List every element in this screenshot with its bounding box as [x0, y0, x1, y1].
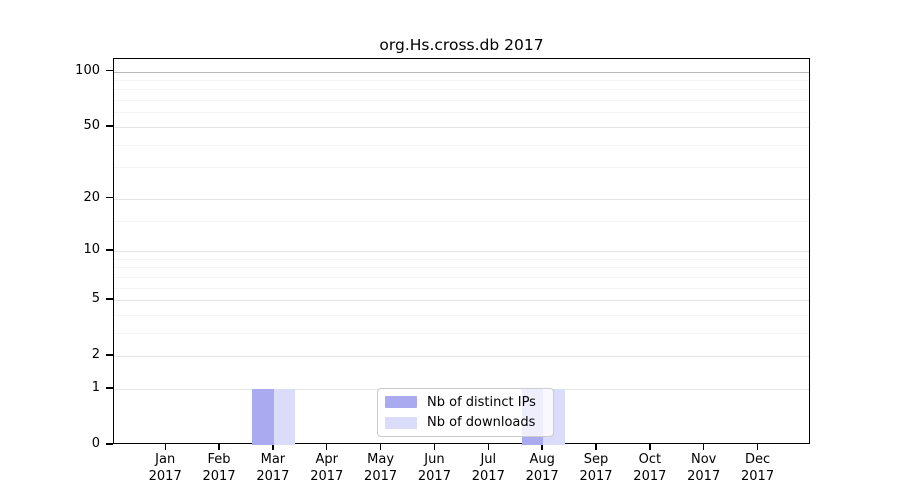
y-tick-label: 50: [83, 117, 100, 133]
legend-swatch-distinct-ips: [385, 396, 417, 409]
y-tick-mark: [106, 354, 113, 356]
x-tick-mark: [326, 444, 328, 450]
y-tick-mark: [106, 443, 113, 445]
x-tick-label-line: 2017: [633, 468, 667, 484]
x-tick-mark: [433, 444, 436, 450]
bar: [273, 388, 296, 445]
x-tick-label-line: 2017: [202, 468, 236, 484]
x-tick-label: Apr 2017: [294, 452, 360, 485]
y-tick-mark: [106, 69, 113, 72]
minor-gridline: [114, 267, 809, 269]
x-tick-mark: [541, 444, 543, 450]
x-tick-mark: [379, 444, 382, 450]
x-tick-label: Jan 2017: [132, 452, 198, 485]
y-tick-mark: [106, 298, 113, 300]
minor-gridline: [114, 80, 809, 82]
major-gridline: [114, 300, 809, 302]
bar-layer: [114, 59, 809, 445]
minor-gridline: [114, 144, 809, 146]
x-tick-label-line: Jun: [424, 452, 445, 467]
x-tick-label: Jul 2017: [455, 452, 521, 485]
chart-title: org.Hs.cross.db 2017: [379, 36, 544, 54]
y-tick-label: 20: [83, 189, 100, 205]
y-tick-label: 2: [91, 347, 100, 363]
major-gridline: [114, 356, 809, 358]
x-tick-label-line: Apr: [315, 452, 339, 467]
x-tick-label-line: Oct: [638, 452, 662, 467]
x-tick-mark: [595, 444, 597, 450]
major-gridline: [114, 250, 809, 252]
x-tick-label-line: 2017: [417, 468, 451, 484]
x-tick-label: May 2017: [348, 452, 414, 485]
minor-gridline: [114, 314, 809, 316]
minor-gridline: [114, 332, 809, 334]
major-gridline: [114, 126, 809, 128]
y-tick-label: 1: [91, 379, 100, 395]
legend: Nb of distinct IPs Nb of downloads: [377, 388, 554, 437]
minor-gridline: [114, 112, 809, 114]
x-tick-label-line: 2017: [687, 468, 721, 484]
x-tick-label-line: Jul: [480, 452, 497, 467]
x-tick-label: Nov 2017: [671, 452, 737, 485]
x-tick-mark: [487, 444, 489, 450]
legend-label-downloads: Nb of downloads: [427, 415, 536, 431]
x-tick-label-line: May: [367, 452, 395, 467]
x-tick-label-line: 2017: [579, 468, 613, 484]
legend-swatch-downloads: [385, 416, 417, 429]
x-tick-label-line: 2017: [471, 468, 505, 484]
x-tick-label-line: Dec: [744, 452, 771, 467]
x-tick-mark: [164, 444, 166, 450]
x-tick-label: Sep 2017: [563, 452, 629, 485]
y-tick-mark: [106, 387, 113, 389]
x-tick-label-line: 2017: [148, 468, 182, 484]
minor-gridline: [114, 258, 809, 260]
x-tick-label: Mar 2017: [240, 452, 306, 485]
major-gridline: [114, 71, 809, 73]
x-tick-label-line: 2017: [741, 468, 775, 484]
y-tick-mark: [106, 249, 113, 251]
legend-item-downloads: Nb of downloads: [385, 415, 553, 430]
x-tick-label-line: Feb: [207, 452, 231, 467]
x-tick-label-line: Aug: [529, 452, 555, 467]
minor-gridline: [114, 276, 809, 278]
legend-label-distinct-ips: Nb of distinct IPs: [427, 394, 536, 410]
x-tick-mark: [649, 444, 651, 450]
minor-gridline: [114, 287, 809, 289]
x-tick-label-line: Mar: [260, 452, 286, 467]
x-tick-label-line: 2017: [256, 468, 290, 484]
x-tick-label-line: 2017: [364, 468, 398, 484]
x-tick-label: Oct 2017: [617, 452, 683, 485]
x-tick-label-line: Jan: [155, 452, 176, 467]
x-tick-label: Aug 2017: [509, 452, 575, 485]
x-tick-label: Dec 2017: [725, 452, 791, 485]
bar: [252, 388, 274, 445]
y-tick-label: 10: [83, 241, 100, 257]
x-tick-label-line: 2017: [310, 468, 344, 484]
x-tick-label: Feb 2017: [186, 452, 252, 485]
minor-gridline: [114, 89, 809, 91]
y-tick-mark: [106, 125, 113, 127]
x-tick-mark: [218, 444, 220, 450]
minor-gridline: [114, 167, 809, 169]
y-tick-label: 100: [75, 62, 100, 78]
x-tick-label-line: Sep: [583, 452, 609, 467]
minor-gridline: [114, 100, 809, 102]
y-tick-label: 0: [91, 436, 100, 451]
x-tick-mark: [703, 444, 705, 450]
x-tick-label-line: Nov: [691, 452, 717, 467]
x-tick-label: Jun 2017: [401, 452, 467, 485]
major-gridline: [114, 198, 809, 200]
x-tick-label-line: 2017: [525, 468, 559, 484]
plot-area: [113, 58, 810, 445]
y-tick-label: 5: [91, 291, 100, 307]
legend-item-distinct-ips: Nb of distinct IPs: [385, 395, 553, 410]
minor-gridline: [114, 220, 809, 222]
x-tick-mark: [272, 444, 274, 450]
x-tick-mark: [756, 444, 759, 450]
y-tick-mark: [106, 196, 113, 199]
